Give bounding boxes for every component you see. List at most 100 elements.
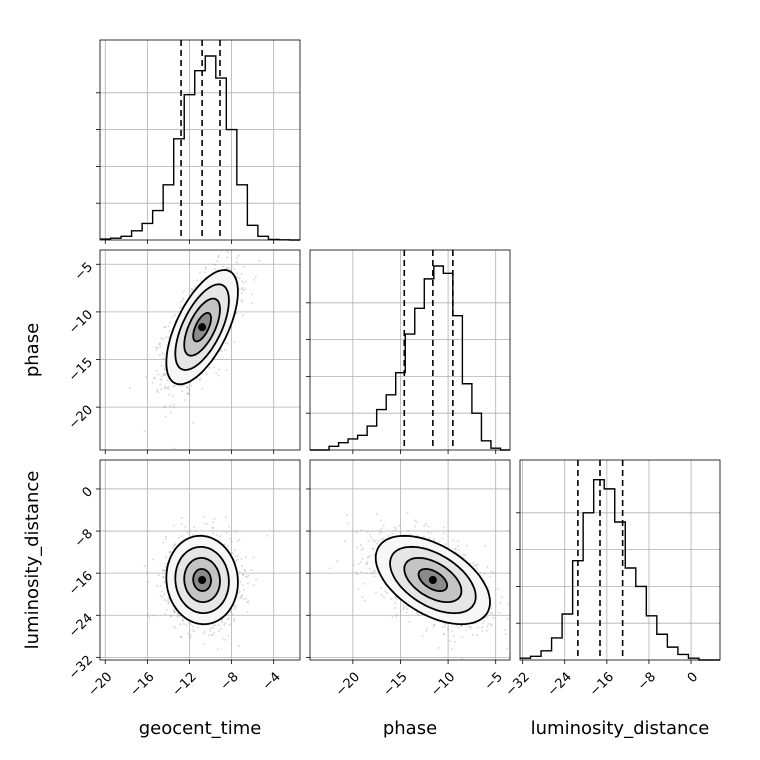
- scatter-point: [487, 622, 490, 625]
- scatter-point: [230, 265, 233, 268]
- scatter-point: [226, 544, 229, 547]
- scatter-point: [240, 558, 243, 561]
- scatter-point: [226, 617, 229, 620]
- scatter-point: [486, 625, 489, 628]
- panel-content: [128, 250, 261, 450]
- scatter-point: [258, 259, 261, 262]
- scatter-point: [223, 622, 226, 625]
- scatter-point: [162, 357, 165, 360]
- scatter-point: [188, 388, 191, 391]
- scatter-point: [491, 612, 494, 615]
- scatter-point: [237, 598, 240, 601]
- scatter-point: [163, 373, 166, 376]
- scatter-point: [487, 586, 490, 589]
- scatter-point: [369, 555, 372, 558]
- x-tick-label: −24: [545, 670, 575, 700]
- contour-line: [389, 545, 477, 615]
- scatter-point: [237, 254, 240, 257]
- scatter-point: [162, 373, 165, 376]
- scatter-point: [179, 307, 182, 310]
- scatter-point: [173, 384, 176, 387]
- scatter-point: [155, 349, 158, 352]
- scatter-point: [186, 531, 189, 534]
- scatter-point: [204, 266, 207, 269]
- scatter-point: [239, 581, 242, 584]
- scatter-point: [254, 276, 257, 279]
- y-axis-label: phase: [22, 323, 43, 377]
- scatter-point: [164, 326, 167, 329]
- contour-line: [192, 568, 213, 592]
- scatter-point: [442, 532, 445, 535]
- scatter-point: [185, 624, 188, 627]
- scatter-point: [143, 430, 146, 433]
- scatter-point: [180, 636, 183, 639]
- scatter-point: [203, 630, 206, 633]
- scatter-point: [186, 392, 189, 395]
- scatter-point: [168, 550, 171, 553]
- scatter-point: [187, 632, 190, 635]
- scatter-point: [180, 522, 183, 525]
- scatter-point: [176, 612, 179, 615]
- scatter-point: [498, 611, 501, 614]
- scatter-point: [172, 610, 175, 613]
- scatter-point: [427, 525, 430, 528]
- scatter-point: [165, 535, 168, 538]
- scatter-point: [181, 619, 184, 622]
- scatter-point: [227, 251, 230, 254]
- scatter-point: [214, 624, 217, 627]
- scatter-point: [197, 626, 200, 629]
- scatter-point: [356, 531, 359, 534]
- scatter-point: [243, 568, 246, 571]
- scatter-point: [239, 596, 242, 599]
- scatter-point: [402, 606, 405, 609]
- scatter-point: [154, 377, 157, 380]
- scatter-point: [347, 522, 350, 525]
- scatter-point: [156, 390, 159, 393]
- scatter-point: [373, 575, 376, 578]
- scatter-point: [231, 551, 234, 554]
- scatter-point: [355, 546, 358, 549]
- scatter-point: [360, 548, 363, 551]
- scatter-point: [157, 373, 160, 376]
- scatter-point: [245, 575, 248, 578]
- scatter-point: [145, 376, 148, 379]
- axis-labels: −20 −16 −12 −8 −4 geocent_time −20 −15 −10 −5 phas…: [22, 260, 709, 739]
- scatter-point: [214, 263, 217, 266]
- scatter-point: [169, 404, 172, 407]
- scatter-point: [380, 593, 383, 596]
- scatter-point: [201, 387, 204, 390]
- scatter-point: [370, 536, 373, 539]
- scatter-point: [238, 644, 241, 647]
- x-tick-label: −4: [260, 670, 284, 694]
- scatter-point: [228, 267, 231, 270]
- scatter-point: [173, 544, 176, 547]
- contour-line: [183, 557, 221, 603]
- scatter-point: [164, 385, 167, 388]
- scatter-point: [506, 647, 509, 650]
- y-tick-label: −5: [72, 260, 96, 284]
- scatter-point: [221, 637, 224, 640]
- scatter-point: [196, 279, 199, 282]
- panel-hist-phase: [306, 249, 511, 454]
- scatter-point: [242, 314, 245, 317]
- scatter-point: [208, 366, 211, 369]
- scatter-point: [362, 547, 365, 550]
- scatter-point: [181, 389, 184, 392]
- y-tick-label: 0: [80, 484, 96, 500]
- scatter-point: [163, 593, 166, 596]
- scatter-point: [460, 624, 463, 627]
- scatter-point: [161, 352, 164, 355]
- scatter-point: [236, 554, 239, 557]
- scatter-point: [173, 608, 176, 611]
- scatter-point: [427, 531, 430, 534]
- scatter-point: [172, 546, 175, 549]
- scatter-point: [365, 571, 368, 574]
- scatter-point: [169, 411, 172, 414]
- density-peak: [428, 576, 437, 584]
- scatter-point: [245, 575, 248, 578]
- scatter-point: [166, 379, 169, 382]
- scatter-point: [238, 538, 241, 541]
- contour-line: [192, 312, 213, 343]
- scatter-point: [165, 336, 168, 339]
- scatter-point: [167, 597, 170, 600]
